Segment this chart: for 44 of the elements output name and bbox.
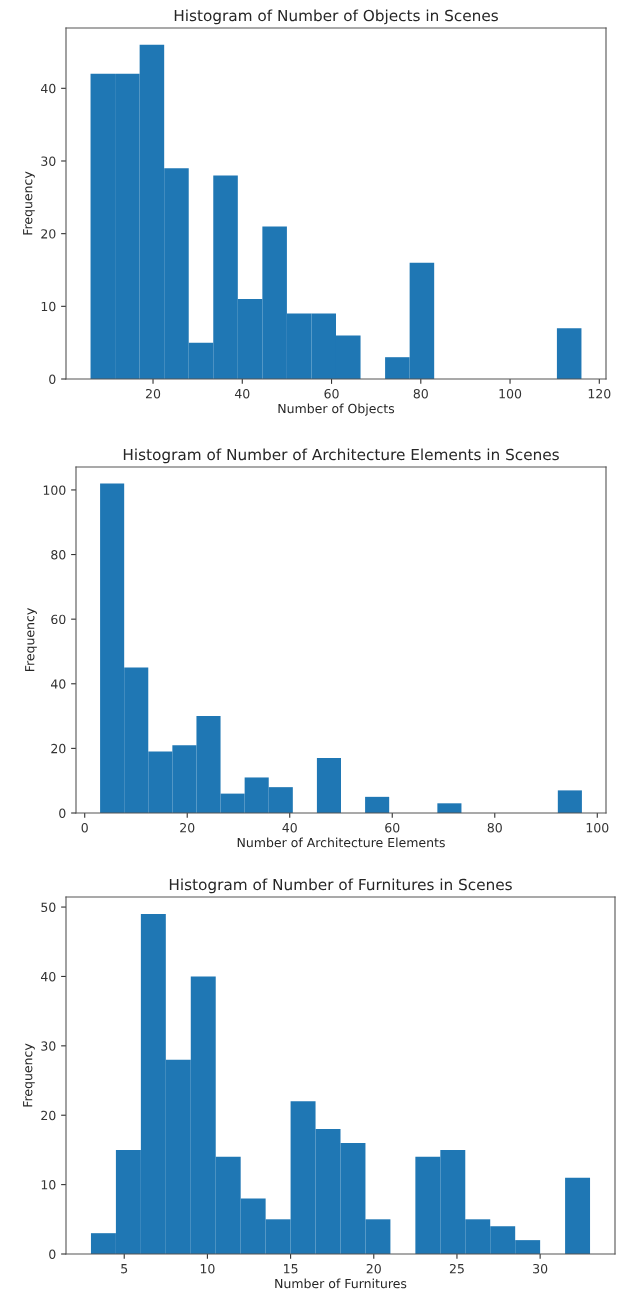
chart-title: Histogram of Number of Objects in Scenes (174, 9, 498, 25)
y-tick-label: 40 (50, 679, 66, 689)
y-tick-label: 50 (41, 902, 56, 912)
x-tick-label: 80 (487, 822, 502, 833)
y-axis-title: Frequency (23, 171, 35, 235)
x-axis-title: Number of Objects (278, 403, 395, 416)
y-tick-label: 20 (51, 743, 66, 754)
y-tick-label: 60 (51, 614, 66, 625)
y-tick-label: 0 (59, 808, 66, 818)
x-tick-label: 20 (145, 388, 161, 399)
x-tick-label: 100 (499, 388, 522, 399)
x-tick-label: 0 (81, 822, 88, 833)
y-tick-label: 20 (41, 1110, 56, 1121)
x-tick-label: 25 (449, 1263, 464, 1274)
x-tick-label: 60 (324, 388, 339, 399)
chart-title: Histogram of Number of Architecture Elements in Scenes (123, 448, 559, 464)
y-tick-label: 40 (40, 971, 56, 982)
x-tick-label: 20 (180, 822, 195, 833)
x-tick-label: 40 (234, 388, 250, 399)
x-tick-label: 10 (200, 1263, 215, 1274)
x-tick-label: 15 (284, 1264, 298, 1274)
y-tick-label: 100 (43, 485, 66, 495)
y-tick-label: 20 (41, 229, 56, 239)
y-tick-label: 30 (41, 1041, 56, 1051)
chart-title: Histogram of Number of Furnitures in Scenes (169, 878, 512, 894)
x-axis-title: Number of Furnitures (275, 1278, 407, 1289)
x-tick-label: 60 (385, 822, 400, 833)
y-tick-label: 10 (41, 1180, 56, 1190)
y-tick-label: 40 (40, 83, 56, 94)
x-tick-label: 100 (586, 822, 609, 833)
y-tick-label: 30 (41, 156, 56, 166)
x-tick-label: 40 (282, 822, 297, 833)
y-tick-label: 0 (49, 374, 56, 384)
x-axis-title: Number of Architecture Elements (237, 837, 445, 848)
x-tick-label: 5 (121, 1264, 128, 1274)
x-tick-label: 120 (588, 388, 611, 399)
y-axis-title: Frequency (25, 608, 37, 672)
x-tick-label: 30 (533, 1263, 548, 1274)
x-tick-label: 20 (366, 1263, 381, 1274)
y-tick-label: 80 (51, 550, 66, 560)
x-tick-label: 80 (413, 388, 428, 399)
y-axis-title: Frequency (23, 1043, 35, 1107)
y-tick-label: 10 (41, 301, 56, 312)
y-tick-label: 0 (49, 1249, 56, 1259)
